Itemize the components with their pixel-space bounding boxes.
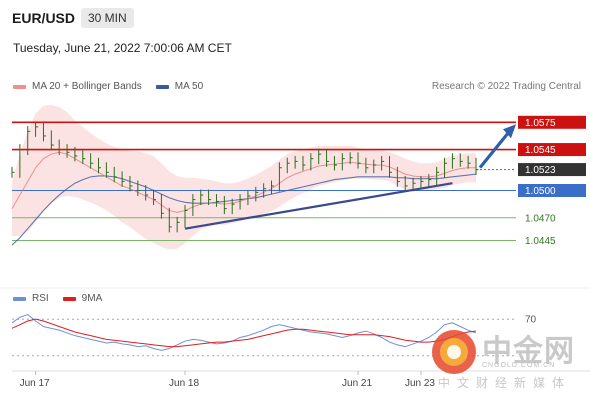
currency-pair-title: EUR/USD: [12, 10, 76, 26]
research-credit: Research © 2022 Trading Central: [431, 81, 581, 92]
level-label-1.0445: 1.0445: [525, 236, 556, 247]
bollinger-band: [12, 105, 476, 250]
watermark-sub: 中文财经新媒体: [438, 376, 572, 390]
legend-item-rsi: RSI: [13, 293, 49, 304]
level-label-1.0470: 1.0470: [525, 213, 556, 224]
x-tick-label-Jun 18: Jun 18: [169, 378, 199, 389]
legend-label-9ma: 9MA: [81, 293, 103, 304]
legend-label-ma20: MA 20 + Bollinger Bands: [32, 81, 142, 92]
level-label-1.0575: 1.0575: [525, 118, 556, 129]
level-label-box-1.0545: [518, 143, 586, 157]
rsi-level-label-70: 70: [525, 315, 537, 326]
x-tick-label-Jun 17: Jun 17: [20, 378, 50, 389]
level-label-box-1.0500: [518, 184, 586, 197]
ma50-line: [11, 173, 477, 246]
legend-item-9ma: 9MA: [62, 293, 103, 304]
level-label-1.0545: 1.0545: [525, 145, 556, 156]
level-label-1.0523: 1.0523: [525, 165, 556, 176]
watermark-logo-icon: [432, 330, 476, 374]
legend-label-ma50: MA 50: [174, 81, 204, 92]
trendline: [184, 182, 453, 230]
rsi-line: [11, 314, 477, 351]
level-label-1.0500: 1.0500: [525, 186, 556, 197]
ma20-line: [11, 151, 476, 213]
legend-swatch-9ma: [62, 296, 76, 301]
level-label-box-1.0523: [518, 163, 586, 177]
legend-swatch-ma50: [155, 84, 169, 89]
legend-swatch-rsi: [13, 296, 26, 301]
forecast-arrow-head: [503, 124, 516, 139]
legend-item-ma50: MA 50: [155, 81, 204, 92]
level-label-box-1.0575: [518, 115, 586, 129]
x-tick-label-Jun 23: Jun 23: [405, 378, 435, 389]
watermark: 中金网 CNGOLD.COM.CN 中文财经新媒体: [430, 324, 590, 390]
x-tick-label-Jun 21: Jun 21: [342, 378, 372, 389]
legend-label-rsi: RSI: [32, 293, 49, 304]
legend-swatch-ma20: [13, 84, 26, 89]
watermark-cn: 中金网: [482, 334, 575, 369]
timestamp: Tuesday, June 21, 2022 7:00:06 AM CET: [13, 41, 232, 55]
timeframe-badge[interactable]: 30 MIN: [81, 8, 134, 28]
main-chart-legend: MA 20 + Bollinger Bands MA 50: [13, 81, 217, 92]
rsi-legend: RSI 9MA: [13, 293, 116, 304]
forecast-arrow: [478, 127, 514, 169]
rsi-ma9-line: [11, 318, 477, 348]
legend-item-ma20: MA 20 + Bollinger Bands: [13, 81, 142, 92]
watermark-en: CNGOLD.COM.CN: [482, 362, 556, 369]
